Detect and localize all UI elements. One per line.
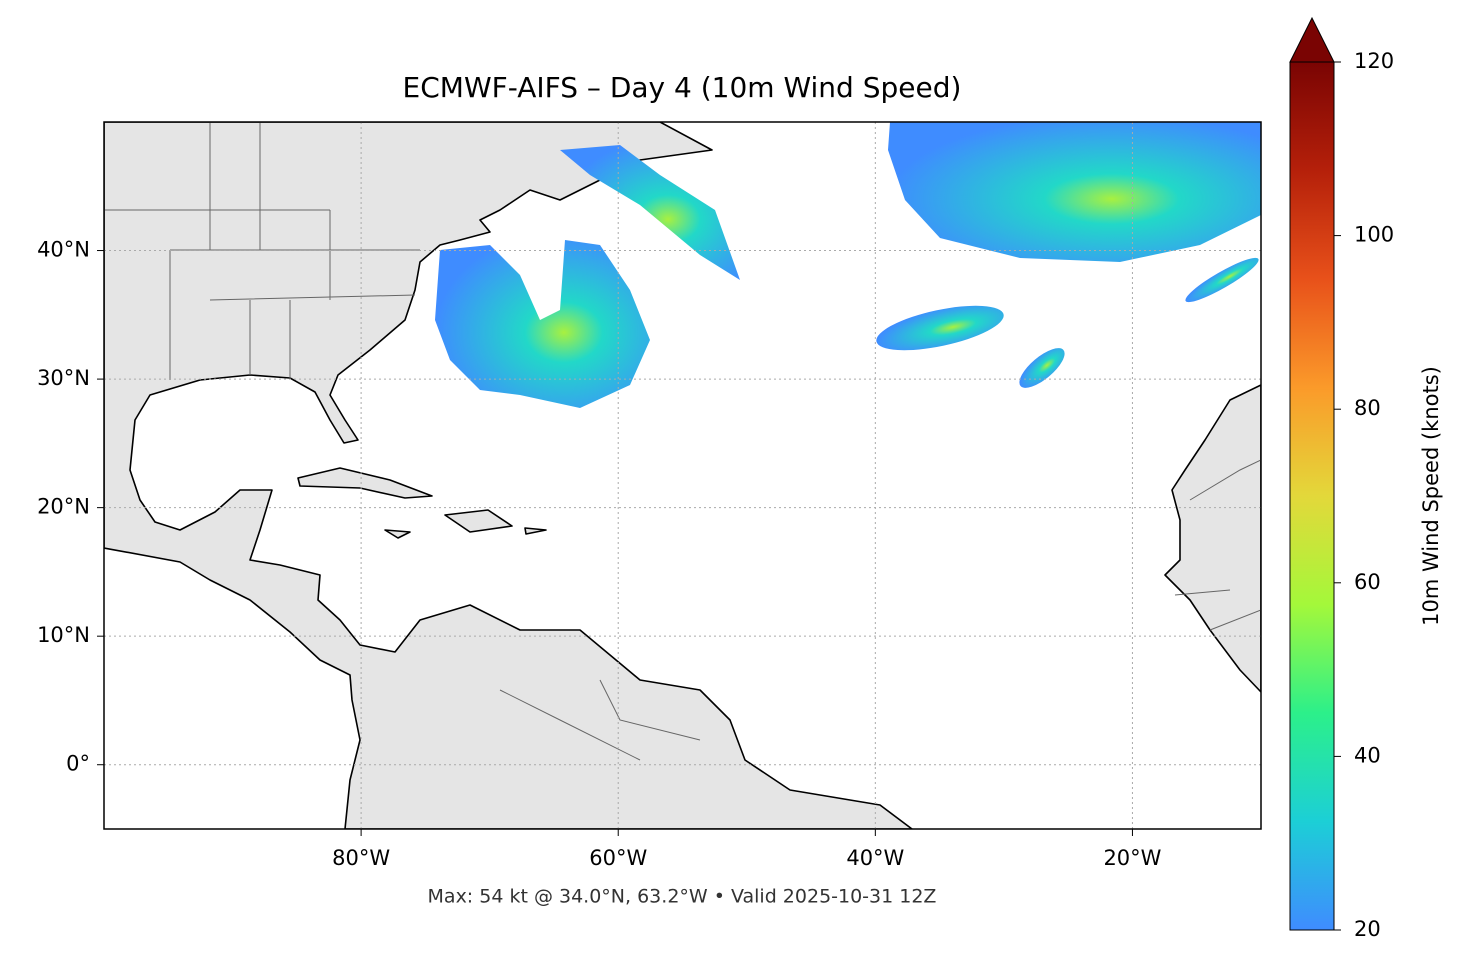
colorbar-tick-label: 120 — [1354, 49, 1394, 73]
x-tick-label: 40°W — [846, 846, 904, 870]
state-borders — [104, 122, 1261, 761]
americas-land — [104, 122, 913, 829]
y-tick-label: 40°N — [37, 238, 90, 262]
colorbar-tick-label: 20 — [1354, 917, 1381, 941]
wind-field — [1019, 348, 1065, 388]
colorbar-extension — [1289, 16, 1335, 63]
cuba — [297, 467, 433, 499]
colorbar-label: 10m Wind Speed (knots) — [1419, 366, 1443, 626]
wind-field — [435, 240, 650, 408]
puerto-rico — [524, 527, 547, 535]
africa-land — [1164, 384, 1261, 693]
x-tick-label: 20°W — [1103, 846, 1161, 870]
colorbar-tick-label: 40 — [1354, 743, 1381, 767]
colorbar-tick-label: 100 — [1354, 223, 1394, 247]
jamaica — [384, 529, 411, 539]
wind-field — [888, 122, 1261, 262]
wind-field — [560, 145, 740, 280]
y-tick-label: 0° — [66, 752, 90, 776]
map-frame — [103, 121, 1262, 830]
y-tick-label: 10°N — [37, 623, 90, 647]
map-title: ECMWF-AIFS – Day 4 (10m Wind Speed) — [403, 71, 962, 104]
map-note: Max: 54 kt @ 34.0°N, 63.2°W • Valid 2025… — [428, 886, 937, 908]
colorbar — [1289, 61, 1335, 931]
y-tick-label: 30°N — [37, 366, 90, 390]
colorbar-tick-label: 60 — [1354, 570, 1381, 594]
colorbar-tick-label: 80 — [1354, 396, 1381, 420]
x-tick-label: 80°W — [332, 846, 390, 870]
x-tick-label: 60°W — [589, 846, 647, 870]
hispaniola — [444, 509, 513, 533]
wind-field — [876, 305, 1004, 351]
map-area — [104, 122, 1261, 829]
y-tick-label: 20°N — [37, 495, 90, 519]
wind-field — [1185, 257, 1259, 303]
